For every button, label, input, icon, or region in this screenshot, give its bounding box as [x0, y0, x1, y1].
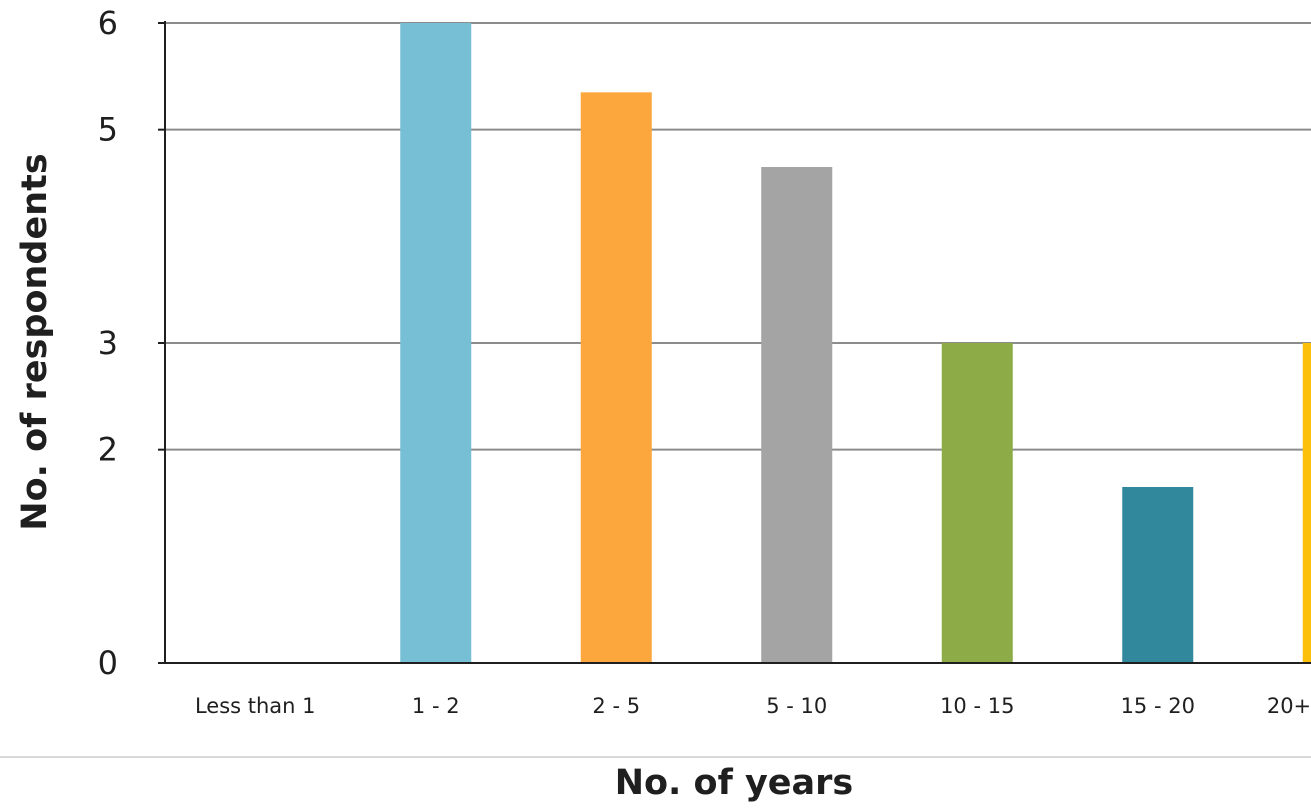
y-axis-title: No. of respondents	[15, 153, 55, 530]
bar	[1302, 343, 1311, 663]
bars	[400, 23, 1311, 664]
y-tick-label: 0	[98, 644, 118, 682]
gridlines	[158, 22, 1311, 664]
x-tick-label: 2 - 5	[592, 694, 640, 718]
y-tick-labels: 0 2 3 5 6	[98, 4, 118, 682]
bar	[941, 343, 1013, 663]
y-tick-label: 5	[98, 111, 118, 149]
y-tick-label: 2	[98, 431, 118, 469]
x-tick-label: 5 - 10	[766, 694, 827, 718]
x-tick-label: 1 - 2	[412, 694, 460, 718]
x-tick-label: 15 - 20	[1121, 694, 1195, 718]
x-tick-label: 20+	[1267, 694, 1311, 718]
bar	[761, 167, 833, 663]
x-tick-label: 10 - 15	[940, 694, 1014, 718]
axes	[164, 21, 1311, 664]
x-axis-title: No. of years	[615, 763, 854, 803]
bar	[1122, 487, 1194, 663]
y-tick-label: 6	[98, 4, 118, 42]
y-tick-label: 3	[98, 324, 118, 362]
x-tick-labels: Less than 1 1 - 2 2 - 5 5 - 10 10 - 15 15 - 2…	[195, 694, 1311, 718]
x-tick-label: Less than 1	[195, 694, 316, 718]
bar	[400, 23, 472, 663]
bar	[580, 92, 652, 664]
